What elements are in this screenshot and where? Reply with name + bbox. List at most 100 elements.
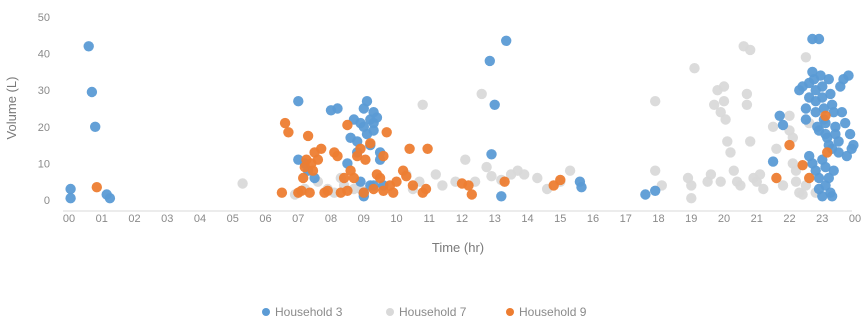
data-point	[650, 185, 661, 196]
data-point	[718, 96, 730, 107]
x-tick-label: 05	[227, 213, 239, 225]
data-point	[813, 172, 825, 184]
data-point	[741, 99, 753, 111]
legend-marker	[506, 308, 514, 316]
data-point	[825, 88, 836, 100]
data-point	[361, 96, 373, 107]
data-point	[104, 193, 116, 204]
data-point	[90, 121, 101, 132]
data-point	[767, 121, 779, 132]
data-point	[815, 70, 826, 81]
data-point	[501, 35, 512, 46]
x-tick-label: 08	[325, 213, 337, 225]
data-point	[401, 171, 412, 182]
data-point	[342, 185, 353, 196]
data-point	[307, 165, 319, 176]
data-point	[771, 143, 782, 154]
data-point	[820, 110, 831, 122]
data-point	[810, 107, 821, 118]
data-point	[771, 172, 782, 184]
data-point	[564, 165, 576, 176]
data-point	[777, 180, 789, 191]
data-point	[823, 74, 834, 85]
x-tick-label: 00	[63, 213, 75, 225]
legend-label: Household 7	[399, 305, 467, 319]
data-point	[843, 70, 854, 81]
plot-points	[65, 33, 859, 204]
data-point	[293, 96, 304, 107]
data-point	[745, 44, 756, 56]
data-point	[813, 33, 825, 45]
data-point	[365, 138, 376, 149]
data-point	[374, 172, 386, 184]
x-tick-label: 11	[424, 213, 435, 225]
data-point	[822, 147, 833, 158]
data-point	[342, 119, 353, 131]
data-point	[715, 107, 726, 118]
data-point	[316, 143, 327, 154]
x-axis-title: Time (hr)	[432, 240, 484, 255]
x-tick-label: 12	[456, 213, 468, 225]
data-point	[430, 169, 441, 180]
data-point	[86, 86, 98, 98]
data-point	[576, 182, 587, 193]
x-tick-label: 02	[128, 213, 140, 225]
data-point	[790, 176, 802, 187]
data-point	[83, 41, 94, 52]
data-point	[817, 92, 828, 103]
data-point	[797, 160, 808, 171]
data-point	[820, 161, 831, 173]
y-axis-ticks: 0 10 20 30 40 50	[38, 12, 50, 207]
data-point	[65, 193, 76, 204]
data-point	[332, 150, 343, 162]
data-point	[650, 96, 661, 107]
y-tick-label: 30	[38, 85, 50, 97]
y-tick-label: 40	[38, 49, 50, 61]
data-point	[833, 147, 844, 158]
data-point	[338, 172, 350, 184]
x-tick-label: 10	[390, 213, 402, 225]
data-point	[276, 187, 288, 198]
data-point	[391, 176, 402, 187]
data-point	[355, 143, 366, 154]
legend-label: Household 9	[519, 305, 587, 319]
data-point	[848, 139, 859, 151]
data-point	[298, 172, 309, 184]
y-tick-label: 50	[38, 12, 50, 24]
data-point	[519, 169, 530, 180]
data-point	[322, 185, 333, 196]
data-point	[348, 172, 360, 184]
data-point	[820, 117, 831, 129]
y-tick-label: 0	[44, 195, 50, 207]
x-tick-label: 09	[358, 213, 370, 225]
data-point	[797, 189, 808, 200]
data-point	[705, 169, 717, 180]
data-point	[481, 161, 492, 173]
data-point	[689, 62, 700, 74]
data-point	[725, 147, 736, 158]
data-point	[784, 139, 795, 151]
data-point	[715, 176, 726, 187]
data-point	[476, 88, 487, 100]
data-point	[686, 180, 697, 191]
data-point	[767, 156, 779, 167]
data-point	[777, 119, 789, 131]
data-point	[741, 88, 753, 100]
data-point	[728, 165, 739, 176]
data-point	[718, 81, 730, 92]
data-point	[499, 176, 510, 187]
data-point	[555, 174, 566, 186]
x-tick-label: 07	[292, 213, 304, 225]
x-tick-label: 01	[96, 213, 108, 225]
data-point	[237, 178, 248, 189]
data-point	[650, 165, 661, 176]
y-tick-label: 20	[38, 122, 50, 134]
data-point	[823, 172, 834, 184]
legend-marker	[262, 308, 270, 316]
data-point	[828, 165, 839, 176]
x-tick-label: 15	[554, 213, 566, 225]
data-point	[312, 154, 324, 165]
data-point	[420, 183, 432, 195]
data-point	[91, 182, 103, 193]
